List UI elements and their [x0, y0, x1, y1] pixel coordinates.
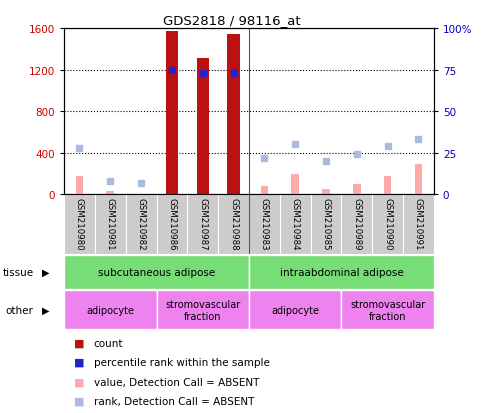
Bar — [64, 195, 95, 255]
Bar — [249, 195, 280, 255]
Text: other: other — [5, 305, 33, 315]
Bar — [353, 185, 361, 195]
Text: intraabdominal adipose: intraabdominal adipose — [280, 267, 403, 278]
Text: tissue: tissue — [2, 267, 34, 278]
Bar — [126, 195, 157, 255]
Bar — [166, 32, 178, 195]
Text: ▶: ▶ — [42, 305, 49, 315]
Bar — [187, 195, 218, 255]
Text: GSM210989: GSM210989 — [352, 198, 361, 250]
Bar — [75, 177, 83, 195]
Text: GSM210980: GSM210980 — [75, 198, 84, 250]
Text: GSM210981: GSM210981 — [106, 198, 115, 250]
Bar — [341, 291, 434, 330]
Text: GSM210982: GSM210982 — [137, 198, 145, 250]
Bar — [106, 192, 114, 195]
Bar — [415, 165, 423, 195]
Bar — [95, 195, 126, 255]
Text: adipocyte: adipocyte — [271, 305, 319, 315]
Bar — [227, 35, 240, 195]
Bar — [341, 195, 372, 255]
Bar — [218, 195, 249, 255]
Text: GSM210991: GSM210991 — [414, 198, 423, 250]
Text: GSM210988: GSM210988 — [229, 198, 238, 250]
Text: GSM210983: GSM210983 — [260, 198, 269, 250]
Bar — [384, 177, 391, 195]
Text: stromovascular
fraction: stromovascular fraction — [350, 299, 425, 321]
Bar — [197, 59, 209, 195]
Text: ■: ■ — [74, 357, 84, 367]
Text: percentile rank within the sample: percentile rank within the sample — [94, 357, 270, 367]
Text: value, Detection Call = ABSENT: value, Detection Call = ABSENT — [94, 377, 259, 387]
Bar — [372, 195, 403, 255]
Bar — [157, 291, 249, 330]
Text: GSM210984: GSM210984 — [291, 198, 300, 250]
Text: rank, Detection Call = ABSENT: rank, Detection Call = ABSENT — [94, 396, 254, 406]
Bar — [157, 195, 187, 255]
Bar — [249, 291, 341, 330]
Text: ▶: ▶ — [42, 267, 49, 278]
Text: ■: ■ — [74, 396, 84, 406]
Bar — [64, 291, 157, 330]
Text: count: count — [94, 338, 123, 348]
Text: ■: ■ — [74, 338, 84, 348]
Text: subcutaneous adipose: subcutaneous adipose — [98, 267, 215, 278]
Bar — [403, 195, 434, 255]
Text: GSM210987: GSM210987 — [198, 198, 207, 250]
Text: GDS2818 / 98116_at: GDS2818 / 98116_at — [163, 14, 301, 27]
Text: stromovascular
fraction: stromovascular fraction — [165, 299, 241, 321]
Bar — [249, 256, 434, 289]
Text: GSM210990: GSM210990 — [383, 198, 392, 250]
Bar — [291, 175, 299, 195]
Bar — [260, 187, 268, 195]
Bar — [322, 189, 330, 195]
Text: GSM210985: GSM210985 — [321, 198, 330, 250]
Bar — [64, 256, 249, 289]
Text: adipocyte: adipocyte — [86, 305, 134, 315]
Bar — [280, 195, 311, 255]
Text: ■: ■ — [74, 377, 84, 387]
Text: GSM210986: GSM210986 — [168, 198, 176, 250]
Bar — [311, 195, 341, 255]
